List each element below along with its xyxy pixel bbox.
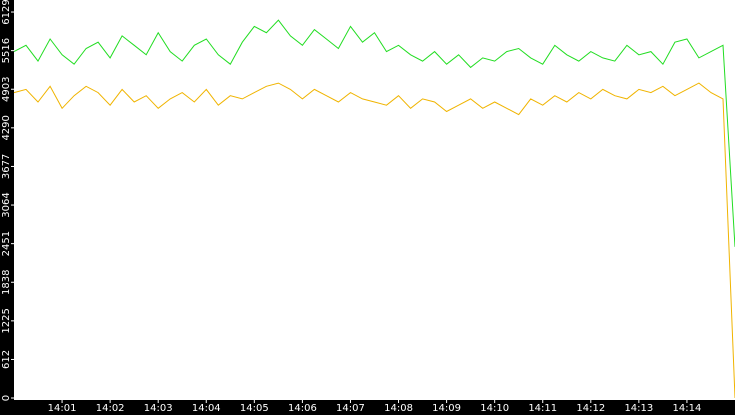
y-tick-label: 2451 (1, 231, 12, 256)
x-tick-label: 14:11 (528, 403, 557, 414)
x-tick-label: 14:08 (384, 403, 413, 414)
x-tick-label: 14:02 (96, 403, 125, 414)
line-series (13, 82, 735, 399)
x-tick-label: 14:12 (576, 403, 605, 414)
x-tick-label: 14:07 (336, 403, 365, 414)
y-tick-label: 5516 (1, 38, 12, 63)
y-tick-label: 3677 (1, 154, 12, 179)
y-tick-label: 1838 (1, 270, 12, 295)
y-tick-label: 3064 (1, 192, 12, 217)
x-tick-label: 14:06 (288, 403, 317, 414)
y-tick-label: 6129 (1, 0, 12, 25)
x-tick-label: 14:04 (192, 403, 221, 414)
line-series (13, 19, 735, 247)
y-tick-label: 612 (1, 350, 12, 369)
x-tick-label: 14:03 (144, 403, 173, 414)
x-tick-label: 14:01 (48, 403, 77, 414)
x-axis-band (0, 400, 735, 415)
y-axis-band (0, 0, 14, 415)
y-tick-label: 1225 (1, 308, 12, 333)
x-tick-label: 14:05 (240, 403, 269, 414)
y-tick-label: 4290 (1, 115, 12, 140)
x-tick-label: 14:14 (673, 403, 702, 414)
x-tick-label: 14:09 (432, 403, 461, 414)
x-tick-label: 14:13 (624, 403, 653, 414)
y-tick-label: 4903 (1, 77, 12, 102)
x-tick-label: 14:10 (480, 403, 509, 414)
y-tick-label: 0 (1, 395, 12, 401)
